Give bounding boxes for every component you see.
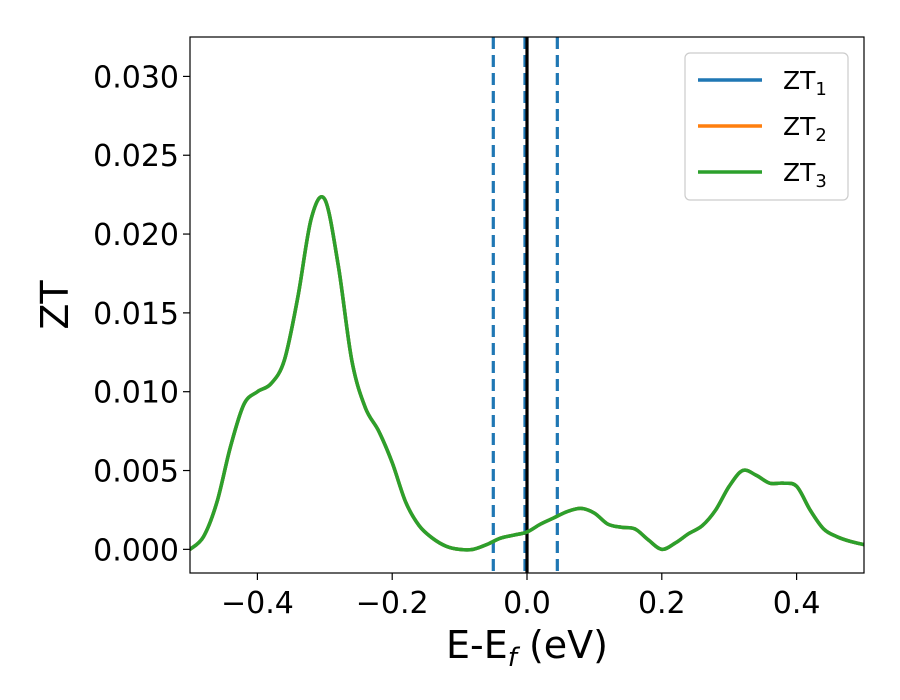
y-tick-label: 0.025 (93, 139, 179, 174)
legend-box (684, 52, 849, 201)
legend-label-zt3: ZT3 (783, 158, 827, 192)
y-tick-label: 0.005 (93, 455, 179, 490)
x-tick-label: −0.4 (221, 586, 294, 621)
y-tick-label: 0.015 (93, 297, 179, 332)
y-tick-label: 0.020 (93, 218, 179, 253)
y-tick-label: 0.010 (93, 376, 179, 411)
reference-lines (491, 37, 559, 573)
y-tick-label: 0.030 (93, 60, 179, 95)
legend: ZT1 ZT2 ZT3 (684, 52, 849, 201)
x-axis: −0.4 −0.2 0.0 0.2 0.4 (221, 573, 820, 621)
legend-label-zt1: ZT1 (783, 66, 827, 100)
x-tick-label: 0.0 (503, 586, 551, 621)
x-tick-label: 0.4 (773, 586, 821, 621)
y-tick-label: 0.000 (93, 533, 179, 568)
series-layer (190, 194, 864, 552)
x-tick-label: 0.2 (638, 586, 686, 621)
series-line-zt3 (190, 194, 864, 552)
y-axis: 0.000 0.005 0.010 0.015 0.020 0.025 0.030 (93, 60, 190, 568)
x-axis-label: E-Ef (eV) (446, 623, 608, 673)
y-axis-label: ZT (33, 280, 77, 330)
x-tick-label: −0.2 (356, 586, 429, 621)
legend-label-zt2: ZT2 (783, 112, 827, 146)
